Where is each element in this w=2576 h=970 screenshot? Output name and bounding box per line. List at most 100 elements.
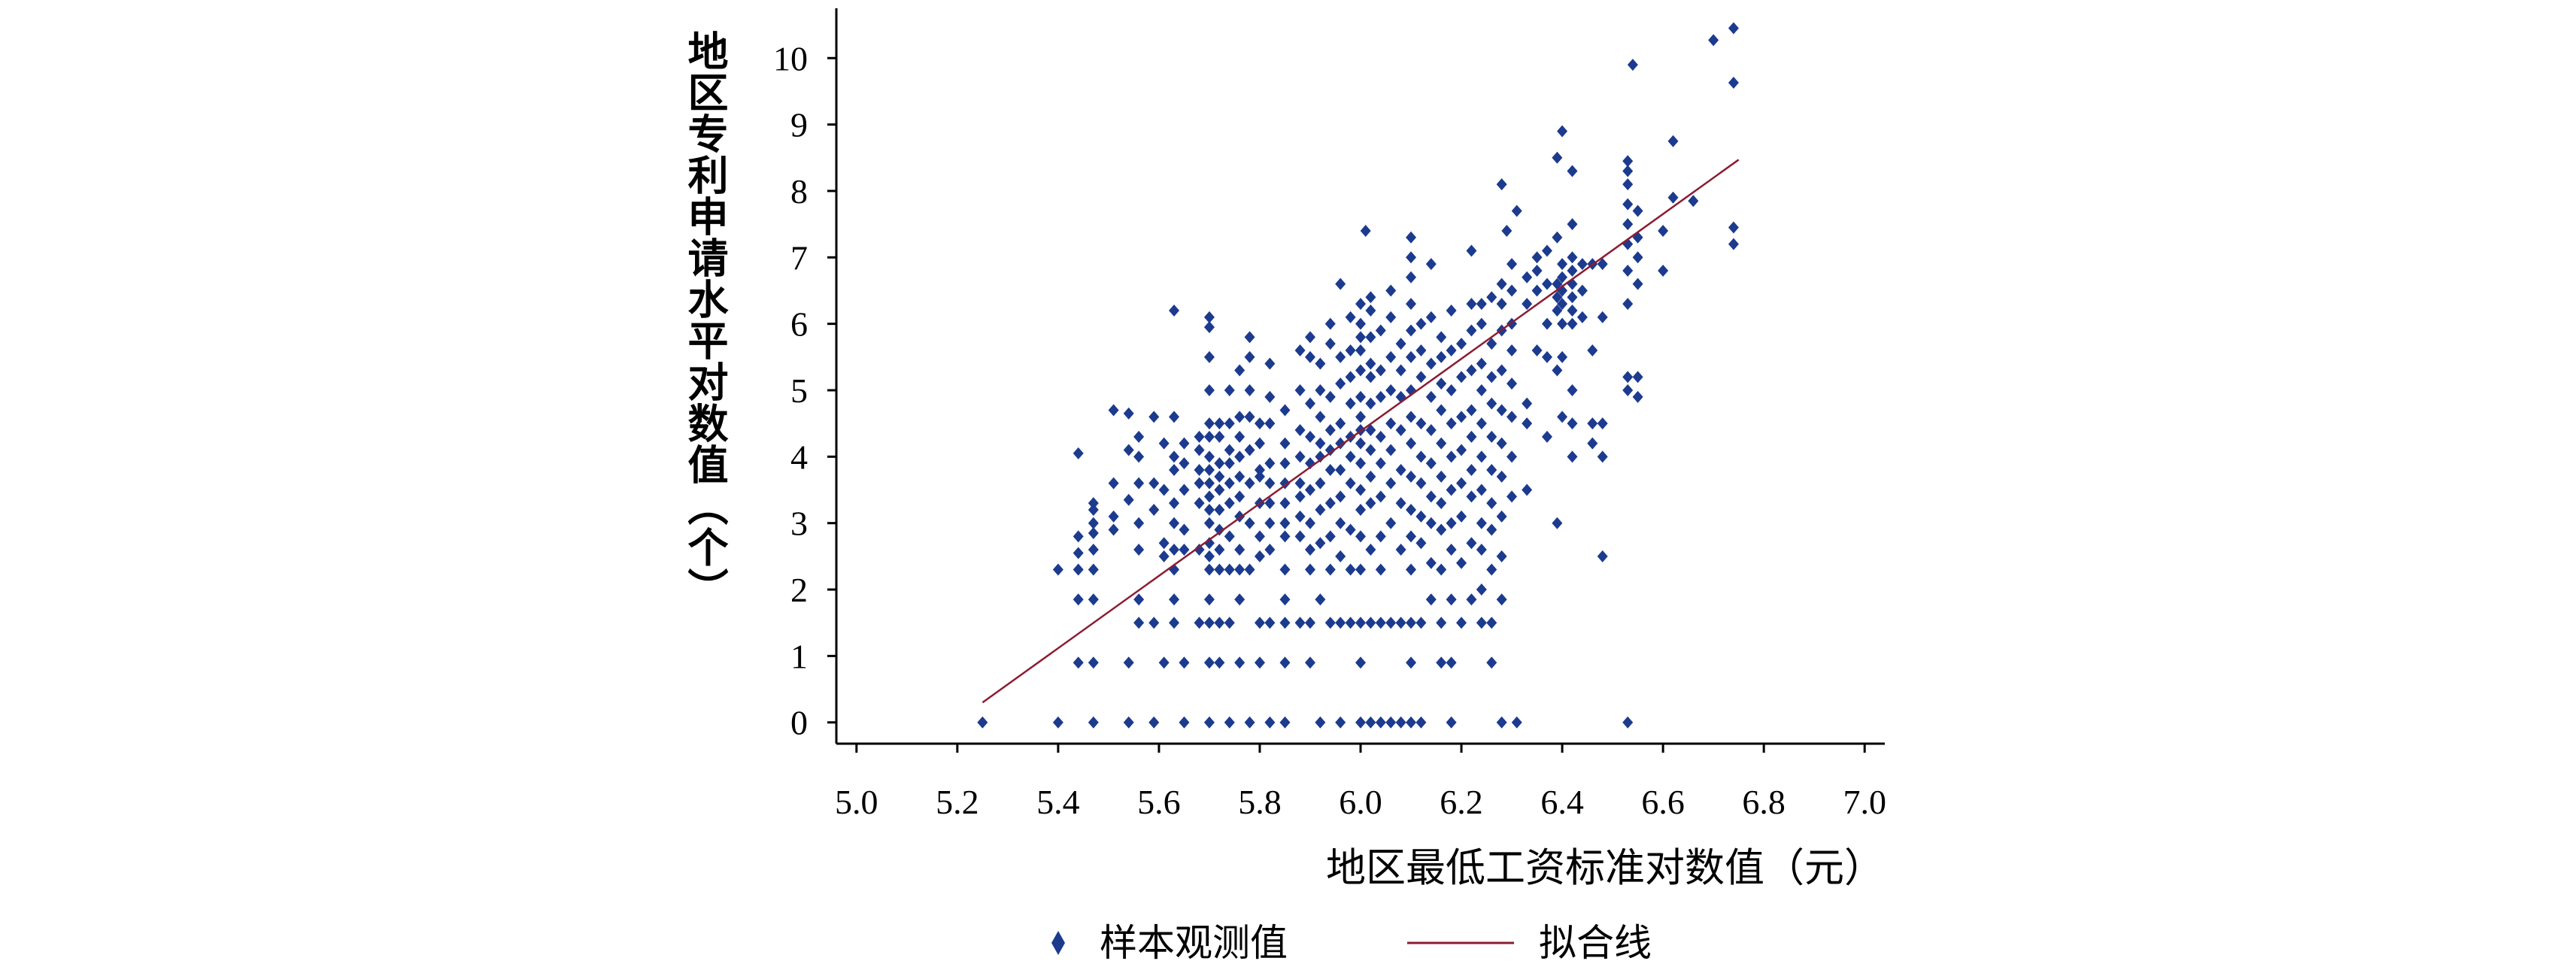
data-point	[1365, 357, 1376, 370]
data-point	[1294, 344, 1306, 356]
data-point	[1486, 523, 1497, 536]
data-point	[1541, 430, 1552, 443]
data-point	[1133, 544, 1145, 556]
data-point	[1557, 350, 1568, 363]
data-point	[1244, 411, 1255, 423]
data-point	[1622, 264, 1634, 277]
data-point	[1294, 424, 1306, 437]
data-point	[1436, 470, 1447, 483]
data-point	[1365, 424, 1376, 437]
data-point	[1496, 510, 1507, 523]
data-point	[1511, 205, 1522, 217]
data-point	[1264, 390, 1276, 403]
data-point	[1355, 457, 1366, 470]
data-point	[1203, 656, 1215, 669]
data-point	[1567, 450, 1578, 463]
fit-line	[982, 159, 1740, 704]
data-point	[1658, 264, 1669, 277]
data-point	[1203, 417, 1215, 430]
data-point	[1496, 593, 1507, 606]
data-point	[1567, 317, 1578, 330]
data-point	[1214, 483, 1225, 496]
data-point	[1148, 716, 1160, 729]
data-point	[1406, 530, 1417, 543]
data-point	[1315, 411, 1326, 423]
data-point	[1169, 304, 1180, 317]
data-point	[1169, 411, 1180, 423]
data-point	[1415, 716, 1427, 729]
data-point	[1304, 397, 1315, 410]
data-point	[1436, 437, 1447, 450]
data-point	[1315, 593, 1326, 606]
data-point	[1279, 593, 1291, 606]
data-point	[1415, 344, 1427, 356]
data-point	[1148, 477, 1160, 490]
data-point	[1264, 357, 1276, 370]
data-point	[1264, 544, 1276, 556]
data-point	[1335, 617, 1346, 629]
data-point	[1158, 656, 1170, 669]
data-point	[1557, 298, 1568, 311]
x-tick-label: 6.0	[1339, 783, 1382, 821]
data-point	[1501, 224, 1513, 237]
data-point	[1254, 464, 1265, 477]
data-point	[1214, 430, 1225, 443]
data-point	[1214, 563, 1225, 576]
data-point	[1632, 390, 1643, 403]
y-tick-label: 10	[773, 39, 808, 77]
data-point	[1522, 397, 1533, 410]
data-point	[1214, 617, 1225, 629]
data-point	[1597, 258, 1608, 271]
data-point	[1179, 523, 1190, 536]
data-point	[1436, 563, 1447, 576]
data-point	[1395, 338, 1406, 350]
data-point	[1203, 593, 1215, 606]
data-point	[1622, 218, 1634, 231]
data-point	[1179, 544, 1190, 556]
x-tick-label: 6.4	[1540, 783, 1584, 821]
data-point	[1622, 155, 1634, 168]
data-point	[1123, 716, 1134, 729]
data-point	[1335, 277, 1346, 290]
data-point	[1203, 311, 1215, 323]
data-point	[1688, 195, 1699, 208]
data-point	[1203, 350, 1215, 363]
data-point	[1264, 457, 1276, 470]
data-point	[1073, 447, 1084, 459]
data-point	[1158, 550, 1170, 562]
data-point	[1148, 504, 1160, 517]
data-point	[1456, 411, 1467, 423]
data-point	[1406, 251, 1417, 264]
data-point	[1365, 497, 1376, 510]
data-point	[1315, 383, 1326, 396]
x-tick-label: 5.4	[1036, 783, 1080, 821]
data-point	[1406, 563, 1417, 576]
data-point	[1375, 617, 1386, 629]
data-point	[1406, 411, 1417, 423]
x-ticks: 5.0 5.2 5.4 5.6 5.8 6.0 6.2 6.4 6.6 6.8 7.0	[835, 744, 1886, 821]
data-point	[1466, 298, 1477, 311]
data-point	[1466, 537, 1477, 550]
data-point	[1203, 383, 1215, 396]
data-point	[1324, 497, 1336, 510]
data-point	[1375, 490, 1386, 503]
data-point	[1279, 437, 1291, 450]
data-point	[1203, 504, 1215, 517]
data-point	[1088, 716, 1099, 729]
data-point	[1385, 284, 1397, 297]
data-point	[1436, 404, 1447, 417]
y-ticks: 0 1 2 3 4 5 6 7 8 9 10	[773, 39, 836, 742]
data-point	[1406, 504, 1417, 517]
data-point	[1425, 258, 1437, 271]
data-point	[1324, 563, 1336, 576]
data-point	[1365, 397, 1376, 410]
data-point	[1375, 716, 1386, 729]
data-point	[1486, 397, 1497, 410]
data-point	[1406, 324, 1417, 337]
x-axis-title: 地区最低工资标准对数值（元）	[1326, 847, 1884, 890]
data-point	[1203, 430, 1215, 443]
data-point	[1476, 584, 1487, 596]
data-point	[1406, 617, 1417, 629]
data-point	[1214, 523, 1225, 536]
